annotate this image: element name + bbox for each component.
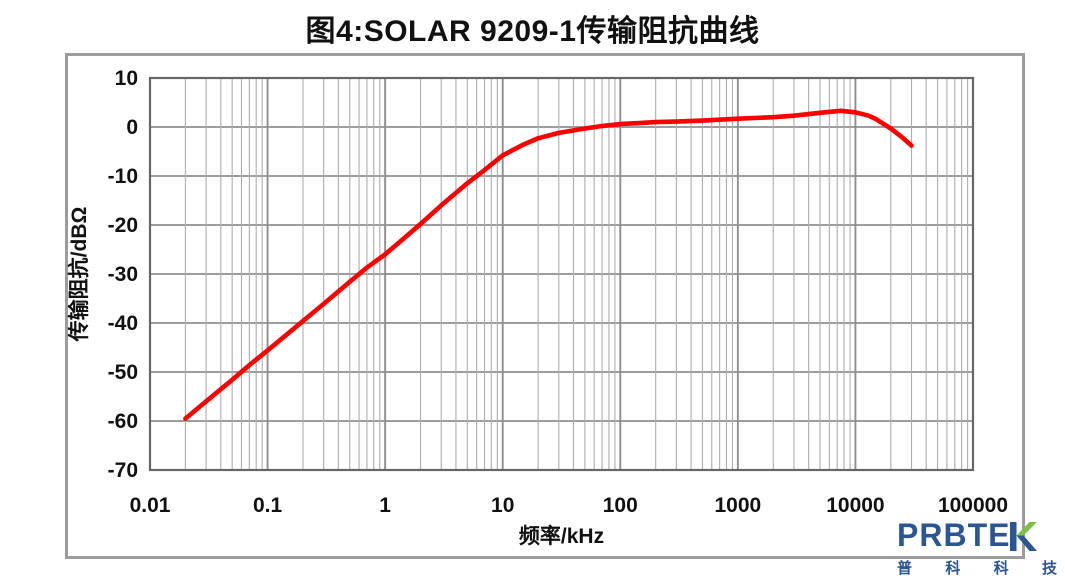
logo-cn-char: 科 xyxy=(945,560,961,577)
y-tick-label: 10 xyxy=(115,67,138,90)
y-tick-label: 0 xyxy=(126,116,138,139)
impedance-curve xyxy=(183,108,914,421)
y-tick-label: -50 xyxy=(108,361,138,384)
y-tick-label: -10 xyxy=(108,165,138,188)
x-tick-label: 1 xyxy=(379,494,391,517)
logo-cn-char: 技 xyxy=(1041,560,1057,577)
logo-brand-text: PRBTE xyxy=(897,517,1011,553)
x-tick-label: 10 xyxy=(491,494,514,517)
y-tick-label: -20 xyxy=(108,214,138,237)
plot-border xyxy=(148,76,975,472)
logo-cn-char: 普 xyxy=(897,560,913,577)
y-tick-label: -30 xyxy=(108,263,138,286)
logo-k-icon xyxy=(1010,522,1038,551)
x-tick-label: 1000 xyxy=(714,494,761,517)
page-title: 图4:SOLAR 9209-1传输阻抗曲线 xyxy=(305,15,760,48)
x-tick-label: 0.1 xyxy=(253,494,283,517)
x-tick-label: 10000 xyxy=(826,494,884,517)
x-tick-label: 0.01 xyxy=(130,494,171,517)
y-tick-label: -70 xyxy=(108,459,138,482)
y-axis-label: 传输阻抗/dBΩ xyxy=(67,207,91,343)
x-axis-label: 频率/kHz xyxy=(519,524,604,548)
y-tick-label: -60 xyxy=(108,410,138,433)
logo-cn-char: 科 xyxy=(993,560,1009,577)
x-tick-label: 100 xyxy=(603,494,638,517)
y-tick-label: -40 xyxy=(108,312,138,335)
logo-chinese-text: 普 科 科 技 xyxy=(897,557,1057,578)
logo-wordmark: PRBTE xyxy=(897,517,1063,555)
x-tick-label: 100000 xyxy=(938,494,1008,517)
prbtek-logo: PRBTE 普 科 科 技 xyxy=(897,517,1063,577)
